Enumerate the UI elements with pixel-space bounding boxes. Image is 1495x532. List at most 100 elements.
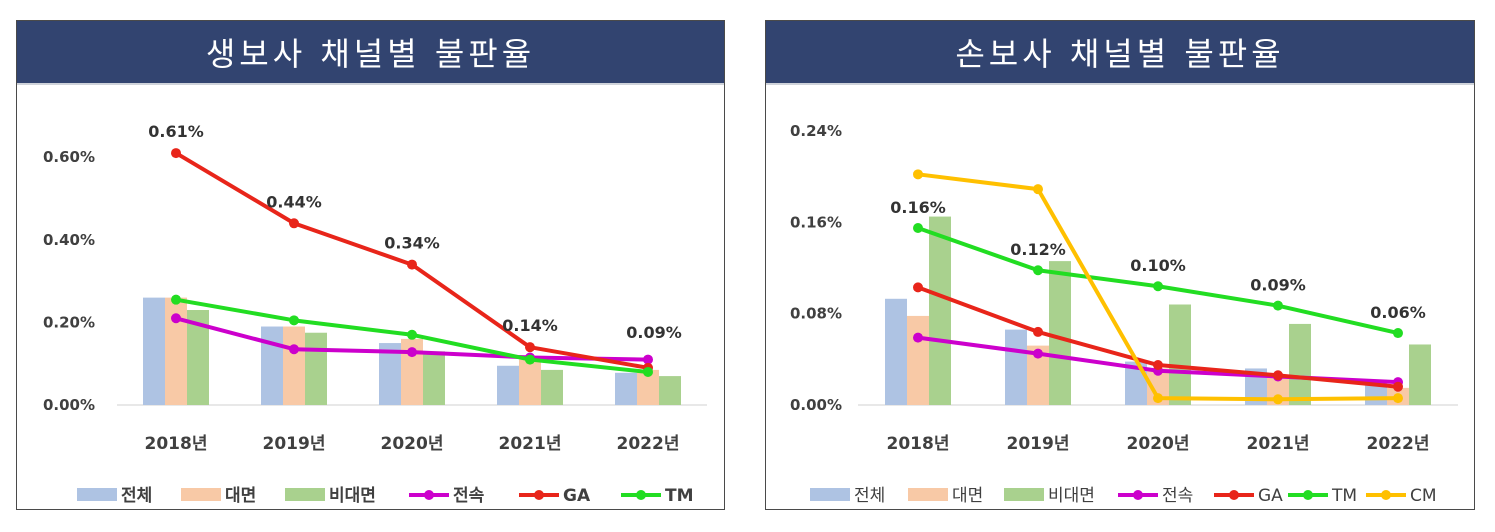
bar-대면 — [1147, 368, 1169, 405]
point-GA — [289, 218, 299, 229]
point-CM — [1393, 393, 1403, 404]
y-tick-label: 0.08% — [790, 305, 842, 323]
point-TM — [525, 354, 535, 365]
legend-swatch-비대면 — [285, 488, 325, 501]
legend-label: GA — [1258, 486, 1283, 506]
point-GA — [913, 282, 923, 293]
bar-전체 — [379, 343, 401, 405]
bar-전체 — [497, 365, 519, 405]
legend-label: 전체 — [121, 486, 152, 506]
bar-전체 — [885, 298, 907, 405]
x-tick-label: 2020년 — [381, 434, 444, 454]
panel-title: 생보사 채널별 불판율 — [17, 21, 724, 83]
point-TM — [1273, 300, 1283, 311]
legend-label: 전체 — [854, 486, 885, 506]
point-전속 — [1033, 348, 1043, 359]
x-tick-label: 2019년 — [1007, 434, 1070, 454]
data-label: 0.06% — [1370, 303, 1426, 322]
bar-대면 — [637, 369, 659, 405]
legend-label: 대면 — [952, 486, 983, 506]
point-CM — [1153, 393, 1163, 404]
x-tick-label: 2021년 — [499, 434, 562, 454]
point-CM — [913, 169, 923, 180]
data-label: 0.09% — [626, 323, 682, 342]
point-전속 — [913, 332, 923, 343]
legend-marker-GA — [534, 490, 544, 500]
x-tick-label: 2018년 — [145, 434, 208, 454]
bar-비대면 — [1409, 344, 1431, 405]
x-tick-label: 2022년 — [1367, 434, 1430, 454]
data-label: 0.16% — [890, 198, 946, 217]
legend-marker-전속 — [424, 490, 434, 500]
legend-marker-전속 — [1133, 490, 1143, 500]
y-tick-label: 0.20% — [43, 313, 95, 331]
legend-swatch-전체 — [77, 488, 117, 501]
bar-대면 — [1027, 345, 1049, 405]
point-GA — [407, 259, 417, 270]
point-전속 — [289, 344, 299, 355]
y-tick-label: 0.00% — [43, 396, 95, 414]
bar-대면 — [283, 326, 305, 405]
bar-전체 — [1005, 329, 1027, 405]
legend-label: 전속 — [453, 486, 485, 506]
point-TM — [171, 294, 181, 305]
point-GA — [1033, 326, 1043, 337]
legend-marker-TM — [636, 490, 646, 500]
panel-title: 손보사 채널별 불판율 — [766, 21, 1474, 83]
bar-비대면 — [423, 351, 445, 405]
point-전속 — [643, 354, 653, 365]
legend-swatch-비대면 — [1004, 488, 1044, 501]
bar-대면 — [165, 297, 187, 405]
point-TM — [1153, 281, 1163, 292]
data-label: 0.10% — [1130, 256, 1186, 275]
legend-label: 비대면 — [1048, 486, 1095, 506]
line-TM — [917, 226, 1399, 336]
bar-대면 — [907, 315, 929, 405]
bar-비대면 — [1169, 304, 1191, 405]
bar-비대면 — [541, 369, 563, 405]
legend-label: 대면 — [225, 486, 256, 506]
x-tick-label: 2020년 — [1127, 434, 1190, 454]
bar-전체 — [261, 326, 283, 405]
legend-label: CM — [1410, 486, 1437, 506]
point-GA — [171, 148, 181, 159]
point-전속 — [171, 313, 181, 324]
data-label: 0.44% — [266, 192, 322, 211]
data-label: 0.09% — [1250, 276, 1306, 295]
title-divider — [17, 83, 724, 85]
legend-label: TM — [665, 486, 694, 506]
life-insurer-chart: 0.00% 0.20% 0.40% 0.60% 0.61% 0.44% 0.34% 0.14%… — [43, 122, 707, 506]
legend-label: TM — [1331, 486, 1357, 506]
y-tick-label: 0.24% — [790, 122, 842, 140]
data-label: 0.12% — [1010, 240, 1066, 259]
point-TM — [913, 222, 923, 233]
nonlife-insurer-chart: 0.00% 0.08% 0.16% 0.24% 0.16% 0.12% 0.10% 0.09%… — [790, 122, 1458, 506]
point-CM — [1273, 394, 1283, 405]
bar-전체 — [143, 297, 165, 405]
x-tick-label: 2019년 — [263, 434, 326, 454]
legend-marker-TM — [1303, 490, 1313, 500]
bar-비대면 — [187, 310, 209, 405]
bar-대면 — [401, 338, 423, 405]
point-전속 — [407, 347, 417, 358]
point-TM — [643, 366, 653, 377]
bar-비대면 — [1049, 261, 1071, 405]
bar-비대면 — [929, 216, 951, 405]
life-insurer-panel: 생보사 채널별 불판율 0.00% 0.20% 0.40% 0.60% 0.61% 0.4… — [16, 20, 725, 510]
point-TM — [289, 315, 299, 326]
y-tick-label: 0.00% — [790, 396, 842, 414]
point-GA — [1153, 360, 1163, 371]
bar-전체 — [615, 372, 637, 405]
data-label: 0.34% — [384, 234, 440, 253]
legend-label: 비대면 — [329, 486, 376, 506]
bar-비대면 — [305, 332, 327, 405]
legend-swatch-대면 — [181, 488, 221, 501]
y-tick-label: 0.40% — [43, 231, 95, 249]
x-tick-label: 2022년 — [617, 434, 680, 454]
bar-대면 — [519, 359, 541, 405]
bar-비대면 — [1289, 323, 1311, 405]
y-tick-label: 0.16% — [790, 213, 842, 231]
point-GA — [1393, 381, 1403, 392]
title-divider — [766, 83, 1474, 85]
legend-swatch-전체 — [810, 488, 850, 501]
